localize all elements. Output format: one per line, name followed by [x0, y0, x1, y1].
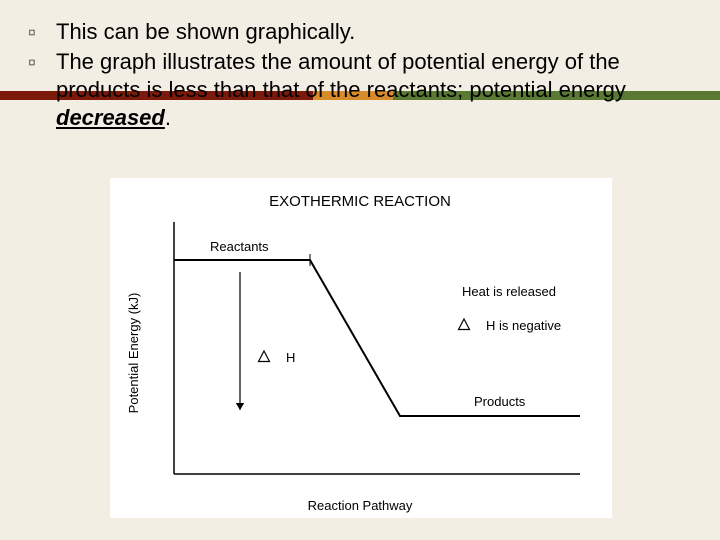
energy-diagram: EXOTHERMIC REACTION Reaction Pathway Poten…	[110, 178, 612, 518]
svg-text:H: H	[286, 350, 295, 365]
list-item: ¤ This can be shown graphically.	[28, 18, 680, 46]
bullet-text: This can be shown graphically.	[56, 18, 355, 46]
svg-text:EXOTHERMIC REACTION: EXOTHERMIC REACTION	[269, 193, 451, 210]
svg-text:Potential Energy (kJ): Potential Energy (kJ)	[126, 293, 141, 414]
bullet-text: The graph illustrates the amount of pote…	[56, 48, 680, 132]
bullet-icon: ¤	[28, 48, 56, 76]
text-run: .	[165, 105, 171, 130]
emphasized-word: decreased	[56, 105, 165, 130]
svg-text:Reaction Pathway: Reaction Pathway	[308, 498, 413, 513]
text-run: The graph illustrates the amount of pote…	[56, 49, 626, 102]
svg-text:Products: Products	[474, 394, 526, 409]
svg-text:Heat is released: Heat is released	[462, 284, 556, 299]
svg-text:Reactants: Reactants	[210, 239, 269, 254]
slide: ¤ This can be shown graphically. ¤ The g…	[0, 0, 720, 540]
bullet-list: ¤ This can be shown graphically. ¤ The g…	[28, 18, 680, 134]
list-item: ¤ The graph illustrates the amount of po…	[28, 48, 680, 132]
bullet-icon: ¤	[28, 18, 56, 46]
svg-text:H is negative: H is negative	[486, 318, 561, 333]
